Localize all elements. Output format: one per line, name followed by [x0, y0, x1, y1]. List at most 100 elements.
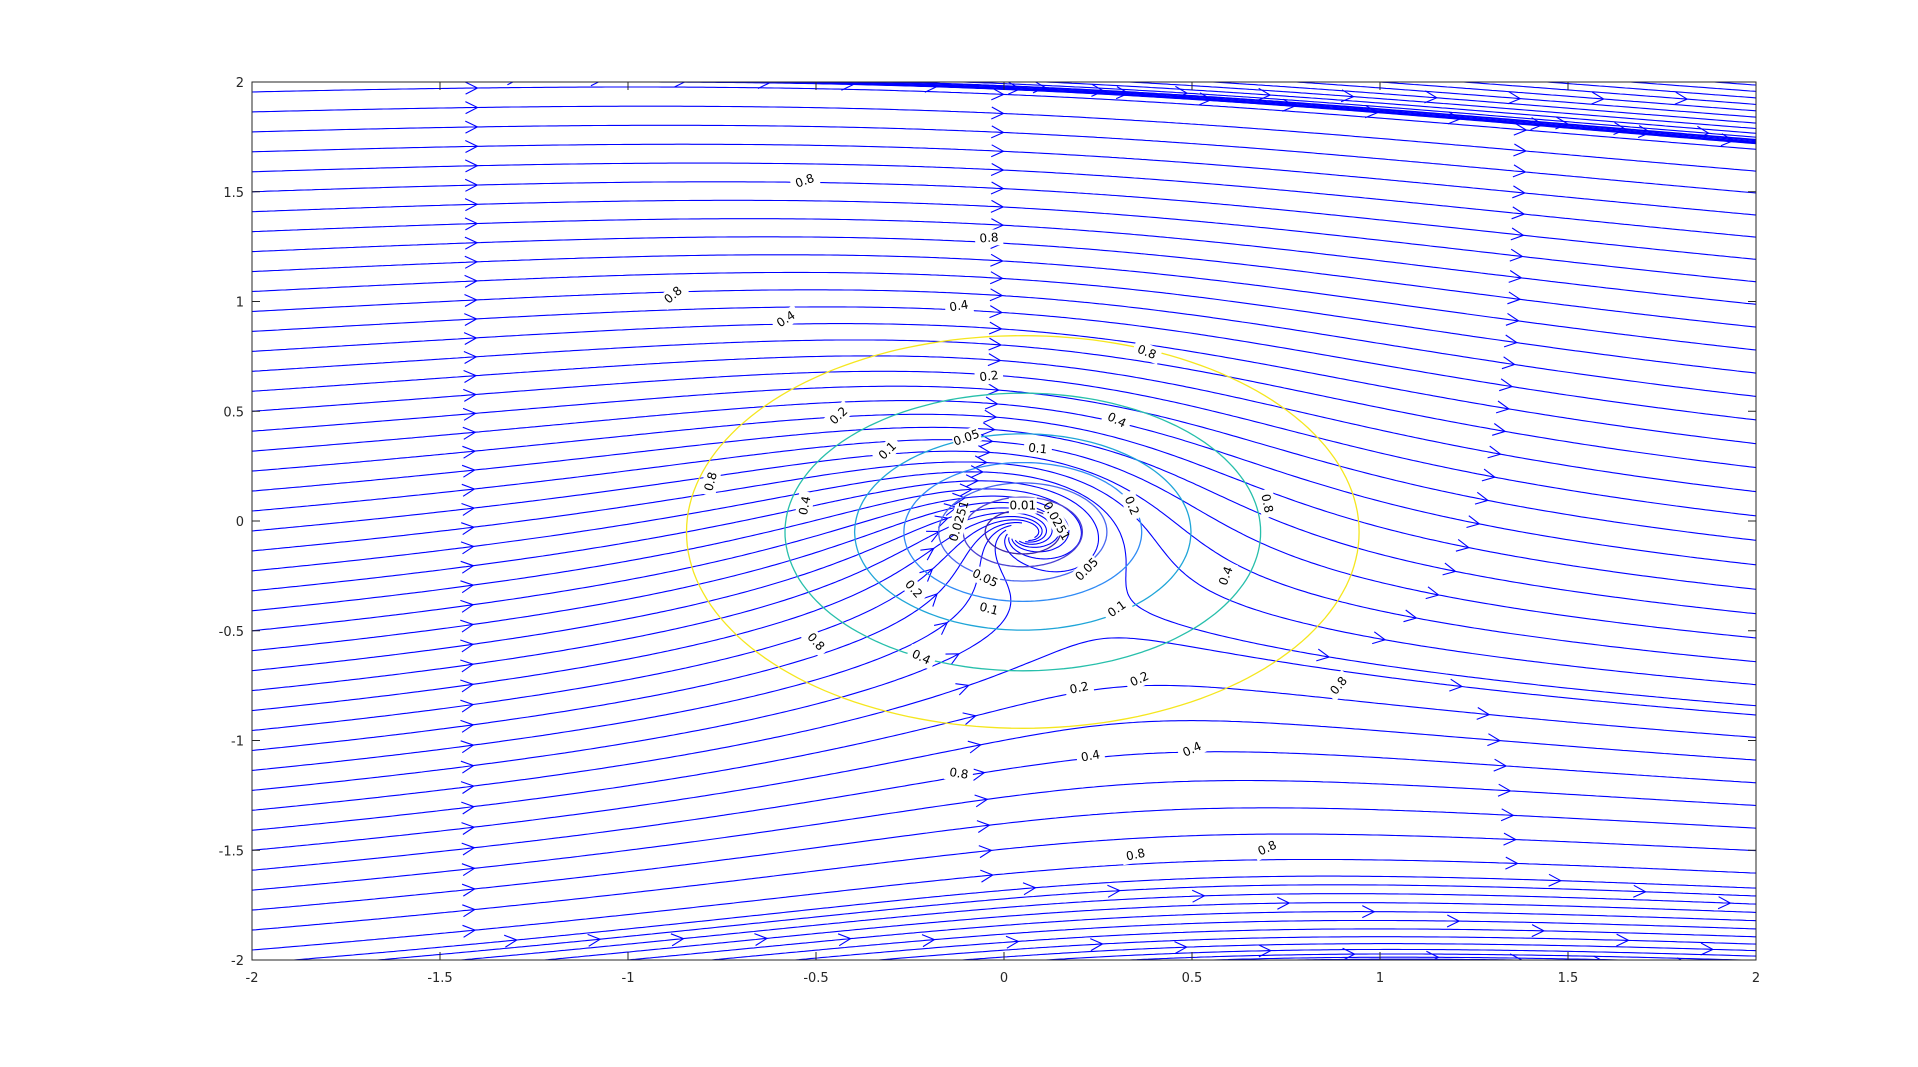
y-tick-label: -1 [231, 735, 244, 750]
contour-label: 0.01 [1009, 499, 1036, 513]
streamline-arrow [461, 483, 476, 497]
streamline-arrow [990, 218, 1005, 232]
streamline-arrow [1613, 122, 1628, 136]
streamline [252, 86, 1756, 150]
contour-label-background [898, 573, 930, 605]
streamline [252, 289, 1756, 397]
streamline [252, 751, 1756, 871]
streamline-arrow [1507, 291, 1522, 305]
streamline [252, 426, 1756, 615]
streamline-arrow [465, 101, 479, 115]
streamline-arrow [1022, 882, 1037, 896]
streamline-arrow [463, 369, 478, 383]
streamline [1212, 82, 1756, 124]
streamline-arrow [1508, 270, 1523, 283]
contour-label-background [822, 400, 855, 432]
contour-label-background [947, 505, 971, 537]
x-tick-label: 1 [1376, 971, 1384, 986]
contour-label-background [1323, 669, 1354, 702]
streamline [252, 124, 1756, 194]
streamline [252, 236, 1756, 328]
streamline-arrow [837, 933, 852, 947]
streamline-arrow [1446, 914, 1461, 928]
contour-label-background [1251, 835, 1284, 862]
streamline [252, 833, 1756, 931]
streamline-arrow [989, 288, 1004, 302]
streamline-arrow [1492, 423, 1507, 436]
streamline-arrow [974, 794, 989, 808]
streamline-arrow [919, 568, 934, 582]
streamline-arrow [460, 699, 475, 713]
streamline-arrow [962, 712, 977, 726]
contour-line-0-8 [685, 334, 1360, 729]
y-tick-label: -2 [231, 954, 244, 969]
streamline-arrow [1495, 400, 1511, 414]
streamline-arrow [460, 781, 475, 794]
streamline [544, 902, 1756, 960]
streamline [293, 82, 1756, 141]
contour-label: 0.2 [1068, 679, 1090, 697]
streamline [1296, 958, 1554, 960]
streamline [293, 875, 1756, 960]
streamline-arrow [1509, 248, 1524, 262]
streamline [252, 720, 1756, 851]
streamline-arrow [461, 502, 476, 516]
streamline-arrow [463, 332, 478, 345]
streamline-arrow [983, 409, 998, 423]
streamline-arrow [1505, 312, 1520, 326]
contour-label: 0.4 [1216, 564, 1236, 587]
streamline-arrow [460, 541, 475, 555]
streamline-arrow [1505, 856, 1519, 870]
streamline-arrow [1424, 90, 1439, 104]
streamline-arrow [1258, 944, 1273, 958]
contour-label-background [1256, 488, 1278, 519]
streamline-arrow [462, 407, 477, 421]
streamline-arrow [1500, 808, 1515, 822]
streamline [377, 884, 1756, 960]
x-tick-label: -0.5 [803, 971, 828, 986]
contour-label: 0.4 [796, 495, 814, 517]
streamline [252, 339, 1756, 469]
streamline-arrow [987, 353, 1002, 367]
contour-label-background [788, 168, 821, 194]
y-tick-label: 2 [236, 76, 244, 91]
contour-label: 0.4 [1080, 747, 1101, 764]
x-tick-label: -2 [246, 971, 259, 986]
streamline-arrow [1277, 896, 1291, 910]
streamline-arrow [460, 740, 475, 754]
streamline-arrow [1455, 538, 1471, 552]
streamline [460, 893, 1756, 960]
streamline-arrow [461, 822, 476, 835]
streamline [1379, 82, 1756, 112]
contour-line-0-01 [984, 509, 1062, 555]
streamline-arrow [990, 144, 1005, 158]
streamline-arrow [460, 599, 475, 613]
streamline-arrow [1091, 83, 1105, 97]
streamline-arrow [990, 199, 1005, 213]
streamline-arrow [1503, 832, 1518, 846]
streamline [1045, 948, 1756, 960]
streamline-arrow [984, 396, 999, 410]
contour-label: 0.4 [948, 297, 969, 314]
streamline-arrow [464, 159, 479, 173]
contour-label-background [1100, 594, 1133, 624]
streamline-arrow [462, 445, 477, 459]
contour-label-background [1075, 745, 1106, 767]
y-tick-label: 1 [236, 296, 244, 311]
streamline [252, 370, 1756, 517]
streamline-arrow [1499, 378, 1514, 392]
streamline-arrow [464, 217, 479, 231]
streamline [252, 413, 1756, 590]
contour-label: 0.8 [701, 470, 720, 492]
streamline-arrow [1449, 678, 1464, 692]
streamline-arrow [971, 767, 986, 781]
streamline [252, 684, 1756, 831]
streamline [1463, 82, 1756, 105]
streamline-arrow [464, 198, 479, 212]
contour-label-background [657, 279, 689, 311]
contour-label: 0.8 [979, 230, 999, 245]
streamline-arrow [977, 445, 992, 459]
streamline-arrow [989, 305, 1004, 319]
streamline-arrow [952, 492, 967, 506]
streamline [252, 181, 1756, 260]
